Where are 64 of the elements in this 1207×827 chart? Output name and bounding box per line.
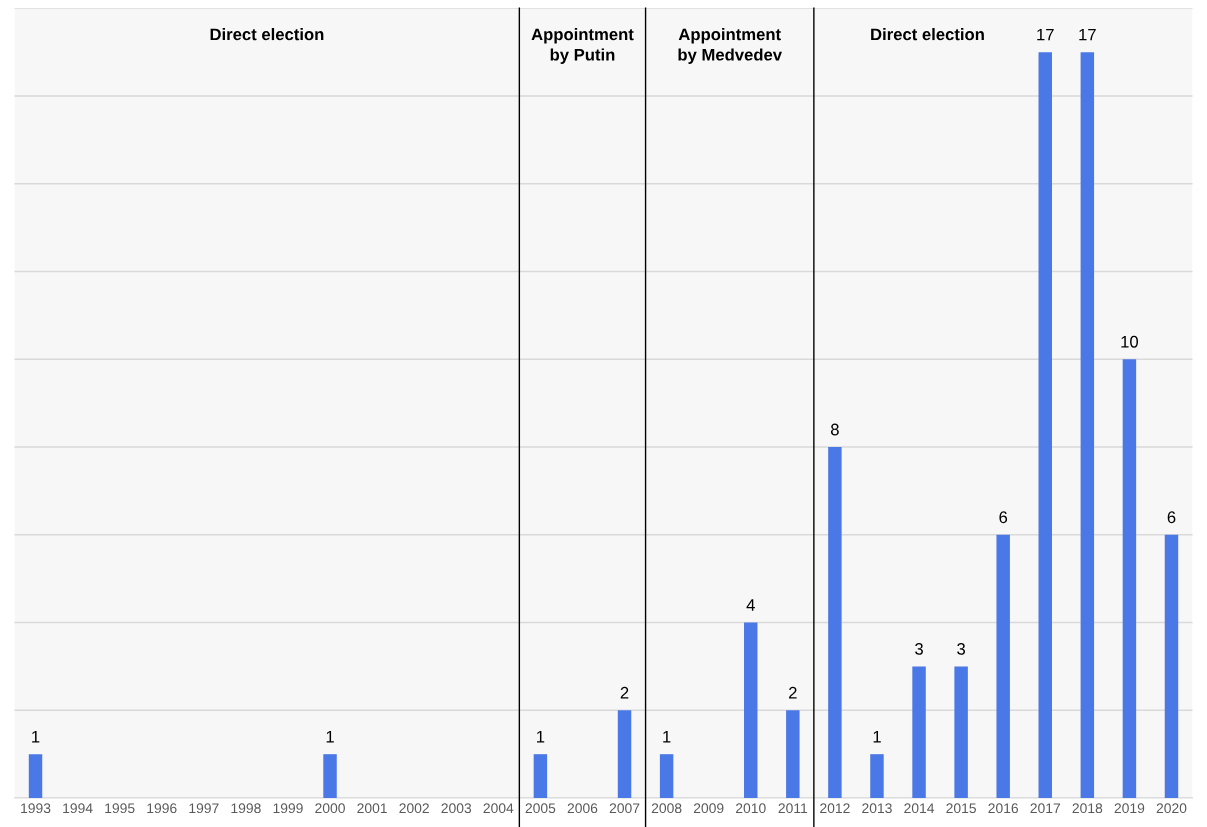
x-tick-label: 2003	[441, 803, 472, 814]
x-tick-label: 2011	[778, 803, 808, 814]
x-tick-label: 2016	[988, 803, 1019, 814]
band-label: Appointment by Medvedev	[678, 28, 782, 64]
band-label: Appointment by Putin	[531, 28, 634, 64]
data-label: 6	[1167, 511, 1176, 524]
bar	[28, 754, 43, 799]
bar	[1038, 52, 1052, 799]
data-label: 3	[957, 642, 966, 655]
x-tick-label: 2015	[946, 803, 976, 814]
x-tick-label: 2009	[693, 803, 724, 814]
x-tick-label: 2017	[1030, 803, 1061, 814]
x-tick-label: 1997	[189, 803, 219, 814]
data-label: 1	[326, 730, 334, 743]
data-label: 1	[32, 730, 40, 743]
x-tick-label: 2010	[736, 803, 766, 814]
data-label: 4	[746, 599, 755, 611]
x-tick-label: 2001	[357, 803, 387, 814]
bar	[828, 447, 842, 799]
x-tick-label: 1995	[105, 803, 135, 814]
x-tick-label: 2012	[820, 803, 850, 814]
band-label: Direct election	[871, 28, 984, 41]
data-label: 3	[915, 642, 923, 655]
bar	[659, 754, 674, 799]
x-tick-label: 1996	[147, 803, 177, 814]
x-tick-label: 2006	[567, 803, 598, 814]
bar	[996, 534, 1010, 799]
bar	[912, 666, 926, 799]
x-tick-label: 2000	[315, 803, 345, 814]
x-tick-label: 2004	[483, 803, 514, 814]
bar	[323, 754, 337, 799]
data-label: 10	[1121, 335, 1139, 348]
data-label: 17	[1079, 28, 1096, 41]
data-label: 1	[873, 730, 881, 743]
bar	[1122, 359, 1137, 799]
bar	[870, 754, 884, 799]
x-tick-label: 2013	[862, 803, 892, 814]
data-label: 8	[830, 423, 839, 436]
x-tick-label: 2007	[609, 803, 640, 814]
data-label: 6	[999, 511, 1008, 524]
data-label: 1	[537, 730, 545, 743]
data-label: 2	[620, 686, 629, 699]
bar	[1080, 52, 1095, 799]
bar	[617, 710, 632, 799]
x-tick-label: 1993	[21, 803, 51, 814]
x-tick-label: 1994	[63, 803, 93, 814]
x-tick-label: 2014	[904, 803, 935, 814]
bar	[533, 754, 548, 799]
data-label: 17	[1037, 28, 1054, 41]
data-label: 1	[663, 730, 671, 743]
bar	[1164, 534, 1179, 799]
x-tick-label: 1999	[273, 803, 303, 814]
x-tick-label: 2018	[1072, 803, 1103, 814]
bar	[786, 710, 800, 799]
x-tick-label: 2008	[651, 803, 682, 814]
bar	[744, 622, 758, 799]
x-tick-label: 1998	[231, 803, 261, 814]
band-label: Direct election	[210, 28, 324, 41]
x-tick-label: 2005	[525, 803, 556, 814]
bar	[954, 666, 968, 799]
x-tick-label: 2019	[1114, 803, 1145, 814]
data-label: 2	[789, 686, 797, 699]
x-tick-label: 2020	[1156, 803, 1187, 814]
x-tick-label: 2002	[399, 803, 429, 814]
